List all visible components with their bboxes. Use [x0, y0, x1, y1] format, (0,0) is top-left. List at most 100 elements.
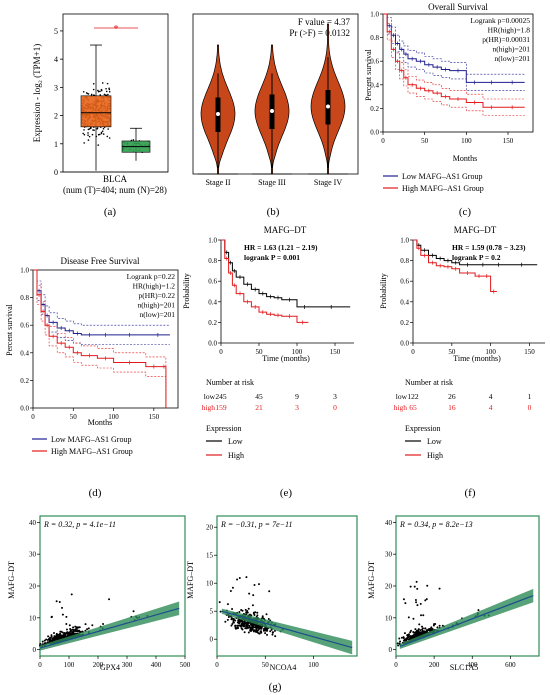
panel-c-title: Overall Survival [428, 2, 488, 12]
scatter-point [251, 604, 254, 607]
xtick-label: Stage IV [314, 178, 342, 187]
scatter-point [416, 604, 419, 607]
ytick-label: 0.8 [370, 34, 379, 42]
ytick-label: 3 [54, 83, 58, 92]
stat-text: logrank P = 0.001 [244, 253, 300, 262]
scatter-point [70, 629, 73, 632]
risk-row-label: high [394, 403, 408, 412]
violin-median [216, 112, 220, 116]
scatter-point [48, 638, 51, 641]
panel-g1-ylabel: MAFG–DT [7, 561, 16, 599]
scatter-point [65, 615, 68, 618]
risk-row-label: high [202, 403, 216, 412]
scatter-point [415, 632, 418, 635]
panel-a-ylabel: Expression - log₂ (TPM+1) [32, 44, 42, 142]
scatter-point [52, 631, 55, 634]
scatter-point [243, 623, 246, 626]
violin-median [270, 109, 274, 113]
scatter-point [402, 636, 405, 639]
scatter-point [224, 620, 227, 623]
risk-row-label: low [204, 392, 216, 401]
data-point [100, 132, 103, 135]
ytick-label: 30 [385, 551, 393, 559]
scatter-point [52, 638, 55, 641]
scatter-point [240, 627, 243, 630]
scatter-point [414, 634, 417, 637]
panel-label-c: (c) [459, 206, 472, 218]
panel-f-plot: 0.0 0.2 0.4 0.6 0.8 1.0 0 50 100 150 HR = 1.59 (0.… [400, 237, 545, 356]
ytick-label: 20 [29, 583, 37, 591]
xtick-label: 100 [308, 661, 319, 669]
scatter-point [232, 617, 235, 620]
regression-line [221, 610, 353, 649]
panel-d-survival-chart: Disease Free Survival Percent survival M… [5, 256, 179, 456]
ytick-label: 0.0 [370, 129, 379, 137]
ytick-label: 0.2 [208, 319, 217, 327]
scatter-point [77, 629, 80, 632]
scatter-point [84, 623, 87, 626]
risk-value: 122 [407, 392, 419, 401]
scatter-point [231, 608, 234, 611]
correlation-annotation: R = 0.34, p = 8.2e−13 [399, 520, 473, 529]
xtick-label: 0 [381, 137, 385, 145]
ci-lower-1 [33, 269, 167, 408]
scatter-point [39, 643, 42, 646]
scatter-point [414, 598, 417, 601]
xtick-label: 100 [108, 413, 119, 421]
ytick-label: 4 [54, 55, 58, 64]
data-point [83, 133, 86, 136]
panel-c-legend-high: High MAFG–AS1 Group [402, 184, 484, 193]
xtick-label: 0 [411, 348, 415, 356]
scatter-point [402, 598, 405, 601]
data-point [87, 134, 89, 136]
scatter-point [238, 577, 241, 580]
ytick-label: 5 [210, 608, 214, 616]
panel-b-pr-value: Pr (>F) = 0.0132 [289, 28, 350, 38]
data-point [82, 132, 84, 135]
scatter-point [240, 609, 243, 612]
ytick-label: 1.0 [400, 237, 409, 245]
scatter-point [240, 622, 243, 625]
scatter-point [261, 615, 264, 618]
panel-a-box-chart: Expression - log₂ (TPM+1) * BLCA (num (T… [32, 13, 169, 195]
scatter-point [102, 622, 105, 625]
scatter-point [252, 612, 255, 615]
panel-c-xlabel: Months [453, 154, 477, 163]
data-point [87, 139, 90, 141]
scatter-point [422, 614, 425, 617]
panel-label-f: (f) [465, 487, 476, 499]
data-point [83, 129, 85, 131]
xtick-label: 50 [421, 137, 429, 145]
panel-b-violin-chart: F value = 4.37 Pr (>F) = 0.0132 Stage II… [192, 13, 359, 187]
risk-value: 0 [333, 403, 337, 412]
scatter-point [236, 624, 239, 627]
scatter-point [238, 611, 241, 614]
scatter-point [232, 619, 235, 622]
data-point [102, 133, 105, 135]
data-point [92, 129, 94, 131]
plot-frame [32, 269, 179, 409]
scatter-point [271, 631, 274, 634]
scatter-point [45, 638, 48, 641]
data-point [83, 142, 85, 144]
scatter-point [43, 639, 46, 642]
ytick-label: 0 [54, 168, 58, 177]
scatter-point [255, 631, 258, 634]
panel-label-a: (a) [104, 206, 117, 218]
ytick-label: 0.6 [400, 278, 409, 286]
ci-upper-1 [33, 269, 167, 399]
scatter-point [87, 627, 90, 630]
scatter-point [250, 629, 253, 632]
scatter-point [260, 630, 263, 633]
scatter-point [418, 623, 421, 626]
ytick-label: 15 [206, 552, 214, 560]
ytick-label: 2 [54, 112, 58, 121]
ytick-label: 0.4 [400, 298, 409, 306]
panel-a-yticks: 0 1 2 3 4 5 [54, 27, 168, 177]
scatter-point [409, 631, 412, 634]
scatter-point [250, 624, 253, 627]
scatter-point [64, 634, 67, 637]
scatter-point [249, 626, 252, 629]
scatter-point [58, 600, 61, 603]
